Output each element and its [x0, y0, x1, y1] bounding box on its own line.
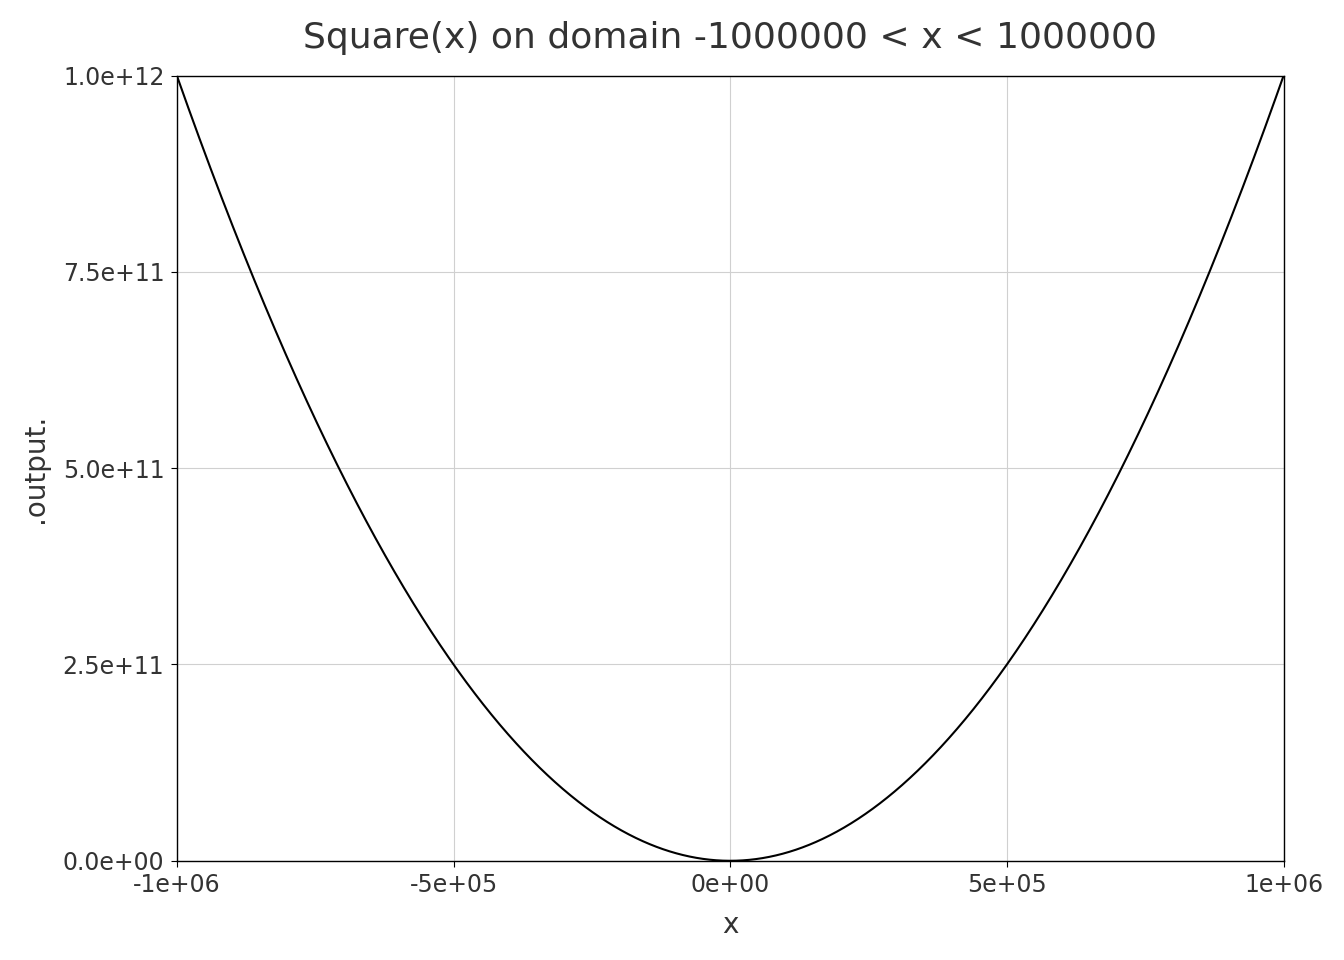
Title: Square(x) on domain -1000000 < x < 1000000: Square(x) on domain -1000000 < x < 10000…: [304, 21, 1157, 55]
Y-axis label: .output.: .output.: [22, 414, 48, 523]
X-axis label: x: x: [722, 911, 738, 939]
